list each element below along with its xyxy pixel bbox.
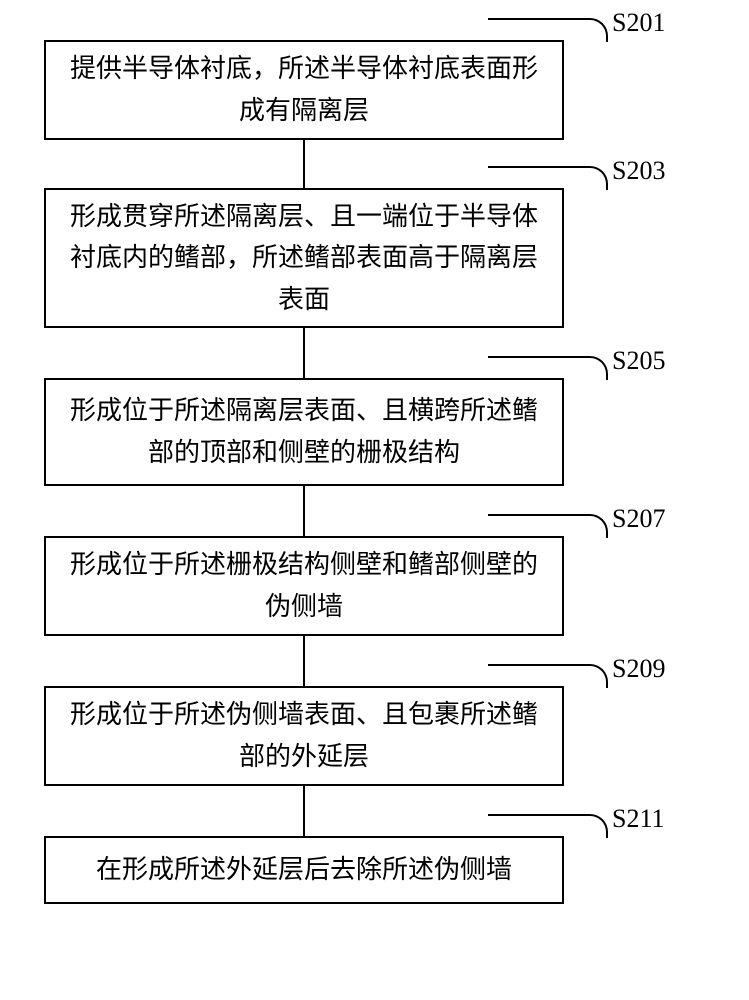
flow-connector <box>303 486 305 536</box>
callout-line <box>488 814 608 838</box>
step-label: S207 <box>612 504 665 534</box>
flow-step-text: 形成贯穿所述隔离层、且一端位于半导体衬底内的鳍部，所述鳍部表面高于隔离层表面 <box>64 196 544 321</box>
callout-line <box>488 664 608 688</box>
flow-step-text: 形成位于所述伪侧墙表面、且包裹所述鳍部的外延层 <box>64 694 544 777</box>
step-label: S211 <box>612 804 665 834</box>
flow-connector <box>303 786 305 836</box>
flow-connector <box>303 140 305 188</box>
flow-step: 形成位于所述栅极结构侧壁和鳍部侧壁的伪侧墙 <box>44 536 564 636</box>
flow-step: 在形成所述外延层后去除所述伪侧墙 <box>44 836 564 904</box>
flow-step-text: 提供半导体衬底，所述半导体衬底表面形成有隔离层 <box>64 48 544 131</box>
callout-line <box>488 514 608 538</box>
flow-connector <box>303 328 305 378</box>
callout-line <box>488 166 608 190</box>
callout-line <box>488 18 608 42</box>
flow-step: 形成位于所述隔离层表面、且横跨所述鳍部的顶部和侧壁的栅极结构 <box>44 378 564 486</box>
flow-step: 形成贯穿所述隔离层、且一端位于半导体衬底内的鳍部，所述鳍部表面高于隔离层表面 <box>44 188 564 328</box>
flow-step-text: 在形成所述外延层后去除所述伪侧墙 <box>96 849 512 891</box>
callout-line <box>488 356 608 380</box>
step-label: S201 <box>612 8 665 38</box>
flow-step: 形成位于所述伪侧墙表面、且包裹所述鳍部的外延层 <box>44 686 564 786</box>
step-label: S203 <box>612 156 665 186</box>
flow-connector <box>303 636 305 686</box>
step-label: S209 <box>612 654 665 684</box>
flow-step: 提供半导体衬底，所述半导体衬底表面形成有隔离层 <box>44 40 564 140</box>
flow-step-text: 形成位于所述栅极结构侧壁和鳍部侧壁的伪侧墙 <box>64 544 544 627</box>
step-label: S205 <box>612 346 665 376</box>
flow-step-text: 形成位于所述隔离层表面、且横跨所述鳍部的顶部和侧壁的栅极结构 <box>64 390 544 473</box>
